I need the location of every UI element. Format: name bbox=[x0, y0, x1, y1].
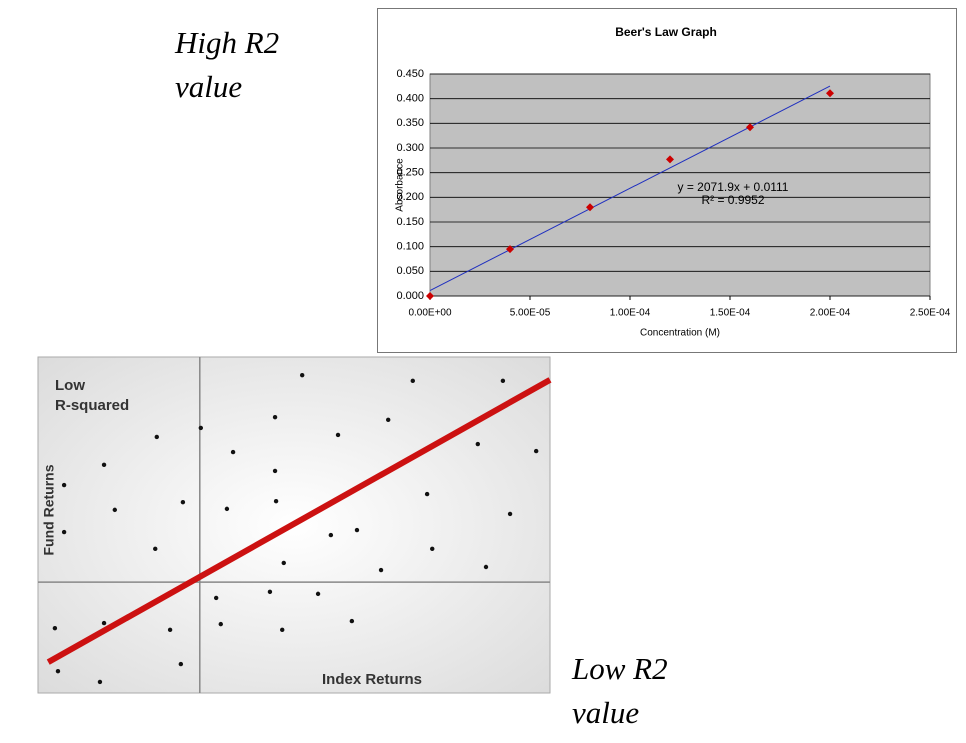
data-point bbox=[167, 627, 173, 633]
data-point bbox=[224, 506, 230, 512]
data-point bbox=[483, 564, 489, 570]
data-point bbox=[746, 123, 754, 132]
data-point bbox=[280, 627, 285, 633]
equation-label: y = 2071.9x + 0.0111 bbox=[678, 180, 789, 194]
returns-chart: Low R-squared Index Returns Fund Returns bbox=[38, 357, 552, 693]
data-point bbox=[178, 661, 184, 667]
y-tick-label: 0.400 bbox=[396, 93, 424, 105]
data-point bbox=[378, 567, 384, 573]
data-point bbox=[230, 449, 236, 455]
chart-title: Beer's Law Graph bbox=[615, 25, 717, 39]
beer-chart: 0.000 0.050 0.100 0.150 0.200 0.250 0.300 0.350… bbox=[395, 25, 951, 338]
y-axis-label: Absorbance bbox=[395, 158, 406, 212]
x-tick-label: 1.50E-04 bbox=[710, 308, 751, 319]
data-point bbox=[101, 620, 107, 626]
data-point bbox=[154, 434, 159, 440]
y-tick-label: 0.000 bbox=[396, 290, 424, 302]
data-point bbox=[507, 511, 513, 517]
data-point bbox=[213, 595, 219, 601]
annotation: R-squared bbox=[55, 397, 129, 414]
data-point bbox=[101, 462, 107, 468]
y-tick-label: 0.300 bbox=[396, 142, 424, 154]
y-tick-label: 0.150 bbox=[396, 216, 424, 228]
data-point bbox=[180, 499, 186, 505]
equation-label: R² = 0.9952 bbox=[701, 193, 764, 207]
y-tick-label: 0.450 bbox=[396, 68, 424, 80]
x-axis-label: Concentration (M) bbox=[640, 328, 720, 339]
y-axis-label: Fund Returns bbox=[41, 464, 57, 555]
data-point bbox=[500, 378, 506, 384]
annotation: Low bbox=[55, 377, 85, 394]
data-point bbox=[281, 560, 286, 566]
caption: value bbox=[572, 695, 639, 730]
data-point bbox=[61, 529, 67, 535]
data-point bbox=[506, 245, 514, 254]
x-tick-label: 2.50E-04 bbox=[910, 308, 951, 319]
data-point bbox=[586, 203, 594, 212]
y-tick-label: 0.250 bbox=[396, 167, 424, 179]
data-point bbox=[299, 372, 305, 378]
trendline bbox=[429, 85, 831, 291]
y-tick-label: 0.050 bbox=[396, 265, 424, 277]
data-point bbox=[267, 589, 273, 595]
y-tick-label: 0.350 bbox=[396, 117, 424, 129]
x-tick-label: 5.00E-05 bbox=[510, 308, 551, 319]
data-point bbox=[424, 491, 430, 497]
x-axis-label: Index Returns bbox=[322, 671, 422, 688]
data-point bbox=[354, 527, 360, 533]
x-tick-label: 2.00E-04 bbox=[810, 308, 851, 319]
fit-line bbox=[46, 377, 552, 665]
y-tick-label: 0.200 bbox=[396, 191, 424, 203]
data-point bbox=[386, 417, 391, 423]
data-point bbox=[475, 441, 481, 447]
data-point bbox=[430, 546, 435, 552]
data-point bbox=[315, 591, 321, 597]
x-tick-label: 0.00E+00 bbox=[408, 308, 452, 319]
caption: Low R2 bbox=[571, 651, 668, 686]
data-point bbox=[826, 89, 834, 98]
data-point bbox=[198, 425, 204, 431]
data-point bbox=[328, 532, 334, 538]
caption: High R2 bbox=[174, 25, 279, 60]
data-point bbox=[272, 414, 278, 420]
x-tick-label: 1.00E-04 bbox=[610, 308, 651, 319]
data-point bbox=[52, 625, 58, 631]
data-point bbox=[61, 482, 67, 488]
data-point bbox=[273, 498, 279, 504]
data-point bbox=[272, 468, 278, 474]
data-point bbox=[153, 546, 158, 552]
data-point bbox=[112, 507, 118, 513]
data-point bbox=[666, 155, 674, 164]
data-point bbox=[533, 448, 539, 454]
data-point bbox=[335, 432, 341, 438]
y-tick-label: 0.100 bbox=[396, 241, 424, 253]
data-point bbox=[218, 621, 223, 627]
data-point bbox=[349, 618, 355, 624]
data-point bbox=[410, 378, 415, 384]
data-point bbox=[55, 668, 61, 674]
data-point bbox=[426, 292, 434, 300]
data-point bbox=[97, 679, 103, 685]
caption: value bbox=[175, 69, 242, 104]
